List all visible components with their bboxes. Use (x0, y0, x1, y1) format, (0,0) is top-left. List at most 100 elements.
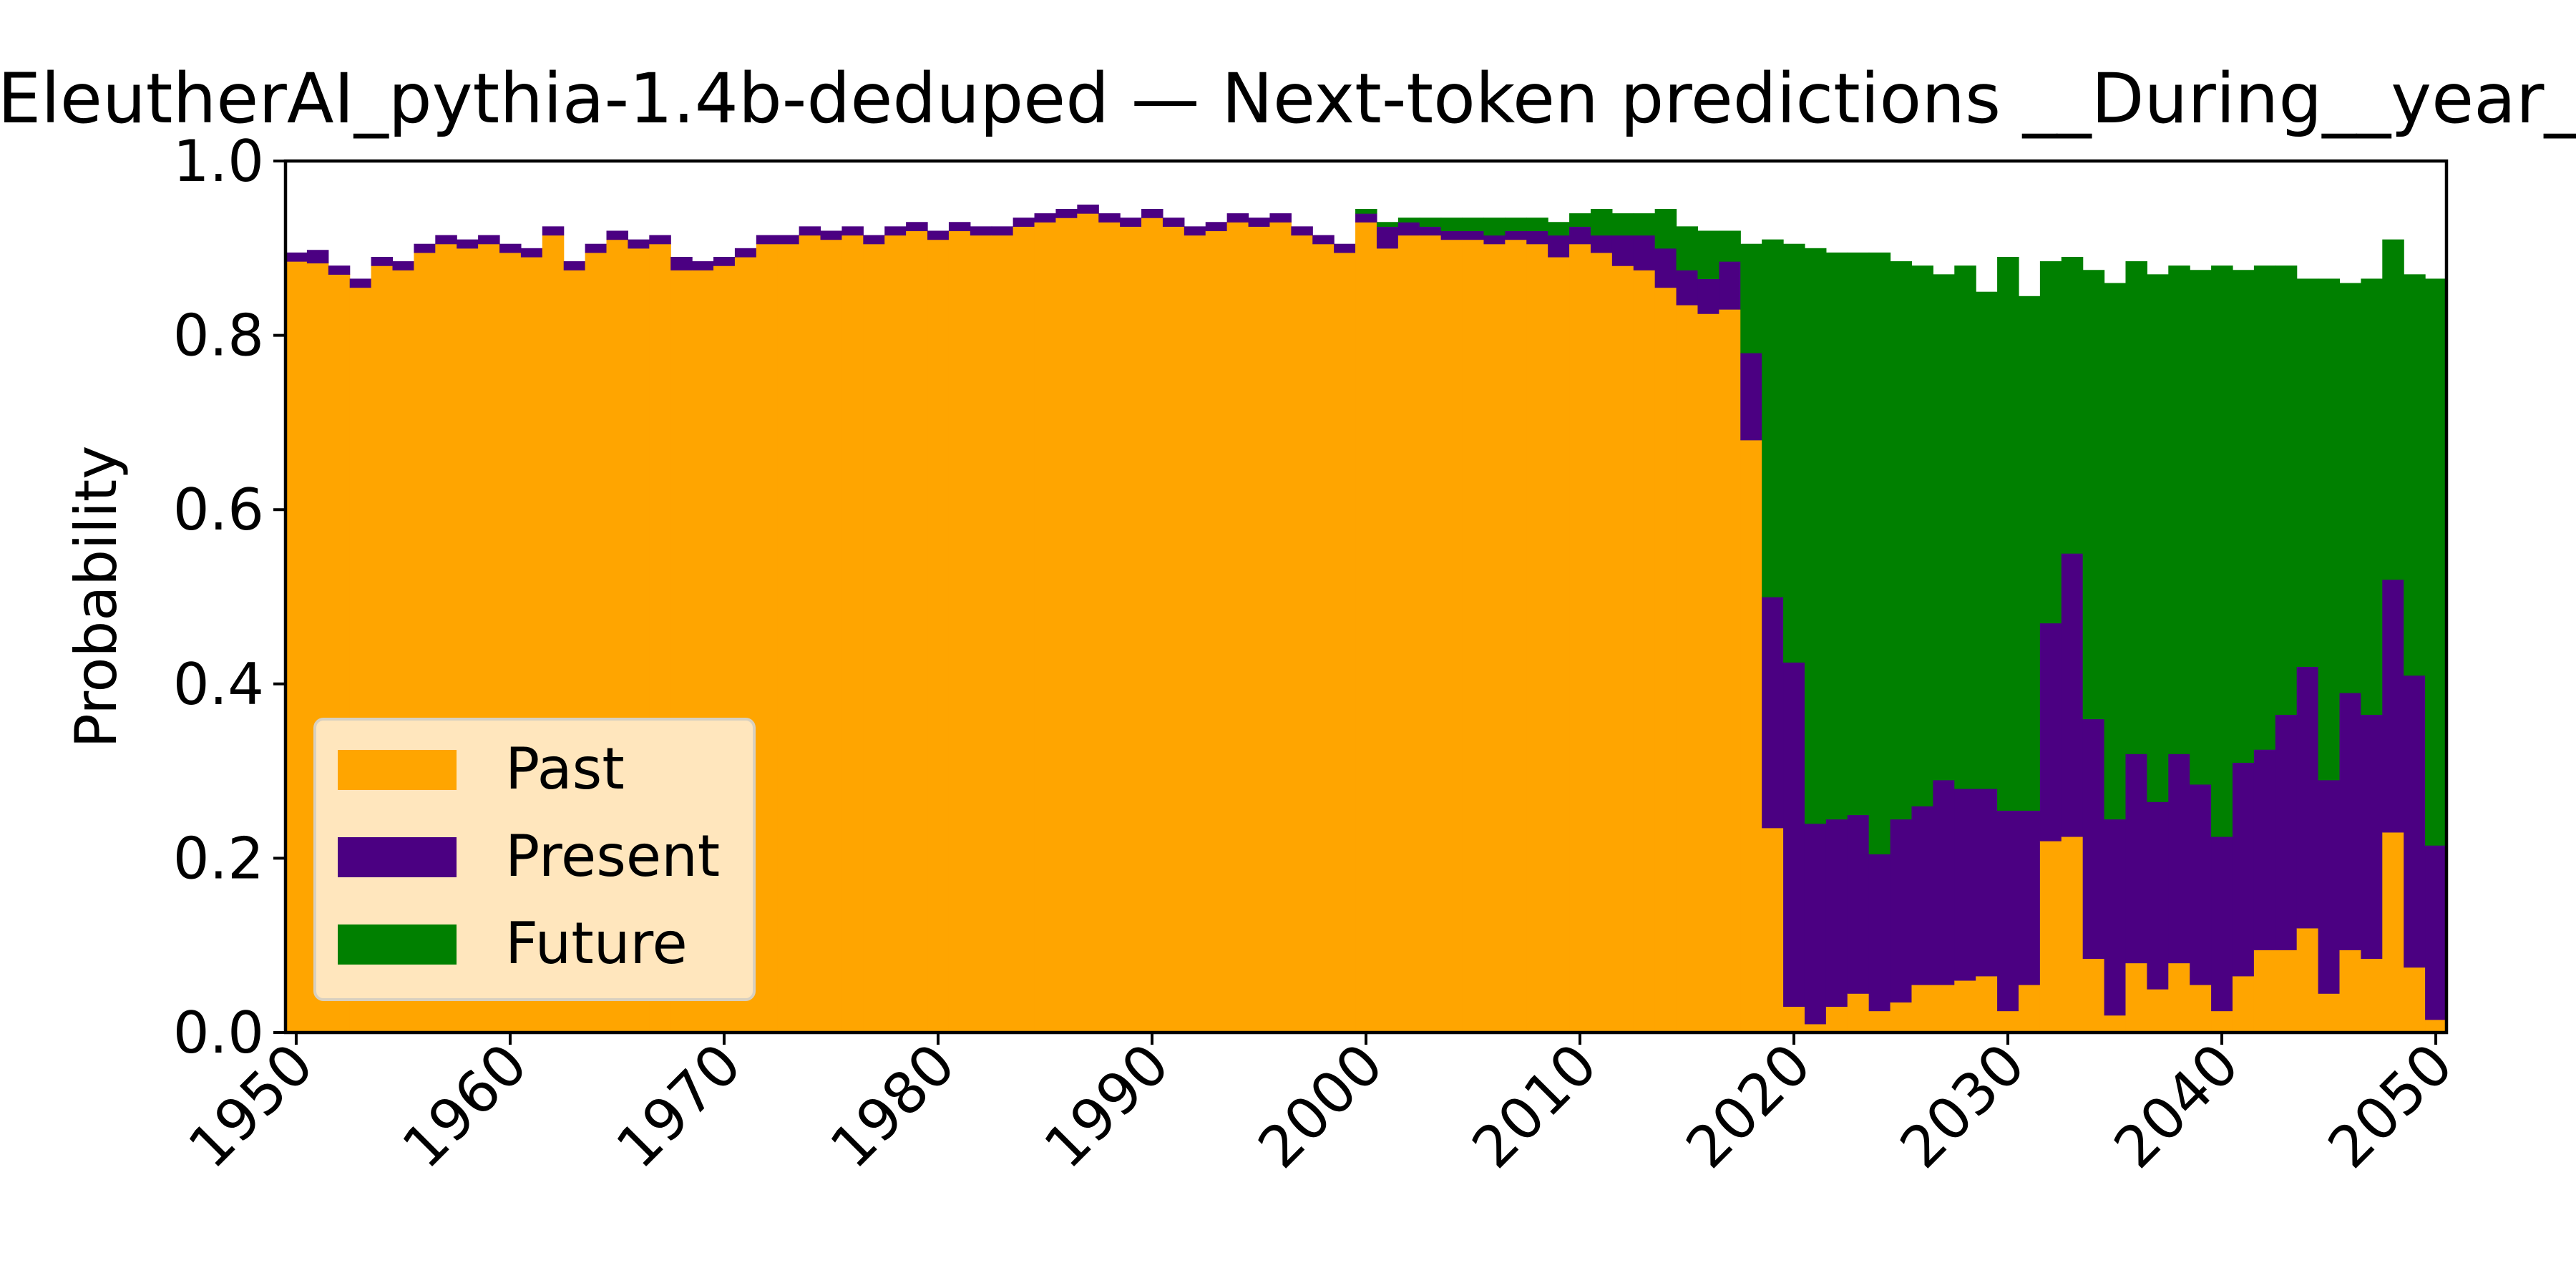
bar-present-2043 (2275, 714, 2298, 950)
bar-present-2045 (2318, 779, 2341, 994)
bar-past-1985 (1034, 222, 1057, 1033)
bar-present-1958 (457, 239, 479, 249)
bar-future-2012 (1611, 213, 1634, 236)
bar-future-2046 (2339, 283, 2361, 693)
x-axis: 1950 1960 1970 1980 1990 2000 2010 2020 2030 2040… (176, 1031, 2466, 1181)
bar-past-2039 (2190, 985, 2212, 1033)
bar-past-2000 (1355, 222, 1377, 1033)
bar-present-1951 (306, 250, 329, 264)
y-tick-label-0.2: 0.2 (173, 825, 264, 892)
bar-present-1974 (799, 226, 821, 236)
bar-future-2037 (2147, 274, 2169, 802)
bar-present-1980 (927, 230, 950, 240)
bar-future-2026 (1911, 265, 1933, 806)
bar-present-2006 (1483, 235, 1506, 245)
bar-present-1969 (692, 261, 714, 270)
y-tick-label-1.0: 1.0 (173, 128, 264, 195)
bar-past-2043 (2275, 950, 2298, 1033)
bar-past-2033 (2061, 836, 2084, 1033)
bar-past-2012 (1611, 265, 1634, 1033)
bar-future-2005 (1462, 218, 1485, 232)
bar-future-2029 (1976, 291, 1998, 789)
bar-past-1974 (799, 235, 821, 1033)
bar-future-2044 (2296, 278, 2319, 668)
bar-past-1986 (1055, 218, 1078, 1033)
bar-past-2038 (2168, 962, 2190, 1033)
bar-present-1970 (713, 256, 736, 266)
bar-present-1999 (1334, 243, 1356, 253)
bar-present-1952 (328, 265, 351, 275)
bar-present-1968 (670, 256, 693, 270)
bar-future-2024 (1868, 252, 1891, 854)
bar-present-2012 (1611, 235, 1634, 266)
y-tick-label-0.4: 0.4 (173, 651, 264, 718)
bar-present-2010 (1569, 226, 1591, 245)
bar-present-2019 (1762, 597, 1784, 829)
bar-present-1998 (1312, 235, 1335, 245)
bar-present-1971 (734, 248, 757, 258)
bar-present-2014 (1654, 248, 1677, 288)
bar-past-1979 (906, 230, 928, 1033)
bar-future-2010 (1569, 213, 1591, 227)
bar-future-2048 (2382, 239, 2404, 580)
bar-present-1961 (520, 248, 543, 258)
bar-present-2032 (2039, 623, 2062, 841)
y-tick-label-0.6: 0.6 (173, 477, 264, 543)
bar-past-2049 (2404, 967, 2426, 1033)
bar-present-1957 (435, 235, 457, 245)
legend-label-past: Past (505, 736, 625, 802)
x-tick-label-1960: 1960 (390, 1031, 540, 1181)
bar-future-2015 (1676, 226, 1699, 270)
bar-past-2028 (1954, 980, 1976, 1033)
y-tick-label-0.8: 0.8 (173, 303, 264, 369)
bar-past-2009 (1548, 256, 1570, 1033)
bar-future-2001 (1376, 222, 1399, 227)
bar-past-1996 (1269, 222, 1292, 1033)
bar-present-2022 (1825, 819, 1848, 1008)
bar-past-2011 (1590, 252, 1613, 1033)
bar-present-1963 (563, 261, 586, 270)
legend-swatch-past (338, 750, 457, 790)
bar-past-1982 (970, 235, 992, 1033)
bar-future-2000 (1355, 208, 1377, 214)
bar-present-1984 (1013, 218, 1035, 227)
bar-past-2045 (2318, 993, 2341, 1033)
bar-present-1995 (1248, 218, 1271, 227)
bar-present-1977 (863, 235, 885, 245)
bar-future-2021 (1804, 248, 1827, 824)
bar-future-2049 (2404, 274, 2426, 676)
bar-past-2034 (2082, 958, 2105, 1033)
bar-layer (286, 204, 2447, 1033)
bar-present-2037 (2147, 801, 2169, 990)
bar-past-1976 (841, 235, 864, 1033)
bar-future-2011 (1590, 208, 1613, 236)
bar-present-1954 (371, 256, 394, 266)
bar-present-2027 (1933, 779, 1955, 985)
bar-present-2018 (1740, 352, 1762, 441)
bar-past-1990 (1141, 218, 1163, 1033)
bar-past-1980 (927, 239, 950, 1033)
bar-present-2040 (2211, 836, 2233, 1012)
bar-present-2039 (2190, 784, 2212, 985)
bar-present-2013 (1633, 235, 1656, 270)
bar-future-2031 (2018, 296, 2041, 811)
x-tick-label-1980: 1980 (818, 1031, 968, 1181)
bar-past-2006 (1483, 243, 1506, 1033)
bar-present-1997 (1291, 226, 1313, 236)
bar-past-2024 (1868, 1010, 1891, 1033)
x-tick-label-1970: 1970 (604, 1031, 754, 1181)
bar-future-2016 (1697, 230, 1719, 280)
legend-swatch-present (338, 837, 457, 877)
bar-past-2016 (1697, 313, 1719, 1033)
bar-future-2019 (1762, 239, 1784, 597)
bar-future-2036 (2125, 261, 2147, 754)
bar-future-2027 (1933, 274, 1955, 781)
bar-present-2036 (2125, 753, 2147, 964)
legend-swatch-future (338, 924, 457, 965)
bar-future-2040 (2211, 265, 2233, 837)
bar-present-1962 (542, 226, 565, 236)
bar-past-2007 (1505, 239, 1527, 1033)
bar-present-2004 (1440, 230, 1463, 240)
bar-present-2050 (2425, 845, 2447, 1020)
bar-present-1966 (628, 239, 650, 249)
